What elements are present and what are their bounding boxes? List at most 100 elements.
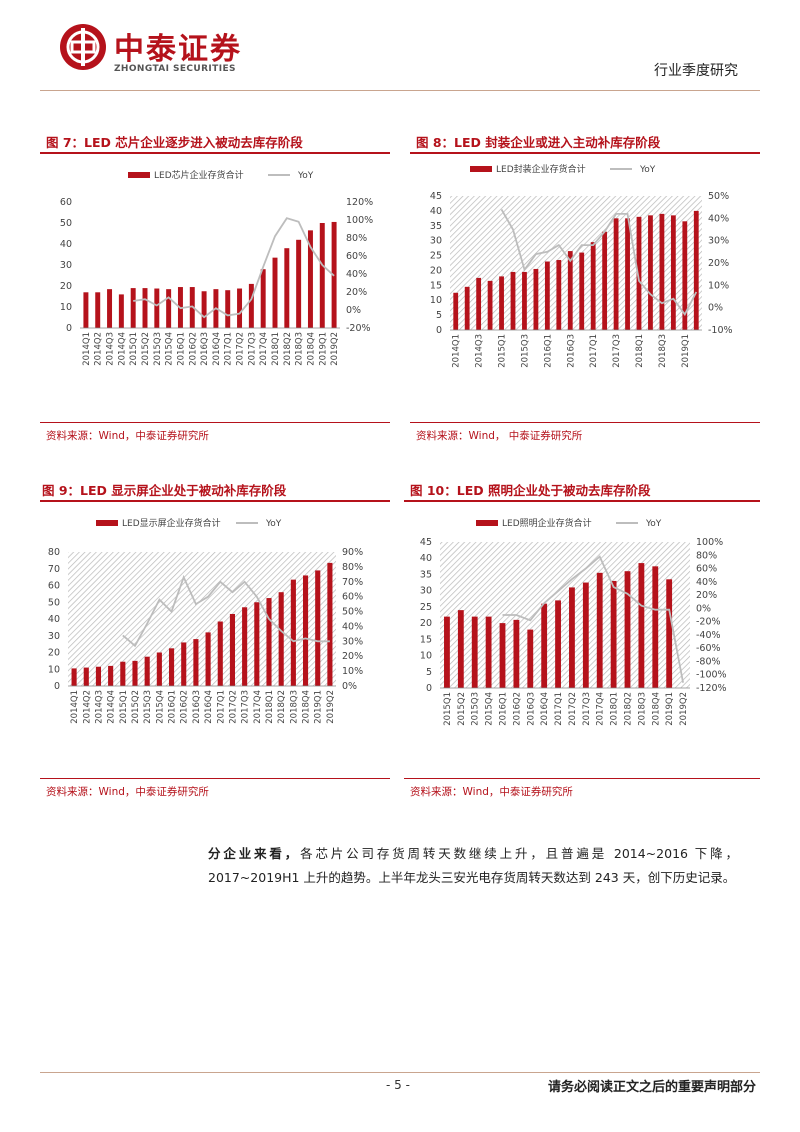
y-tick-label: 5: [426, 667, 432, 678]
y2-tick-label: 0%: [342, 681, 357, 692]
bar: [130, 288, 136, 328]
chart-legend: LED照明企业存货合计 YoY: [476, 517, 662, 529]
bar: [652, 566, 659, 688]
y-tick-label: 20: [48, 648, 60, 659]
plot-area-hatch: [440, 542, 690, 688]
x-tick-label: 2015Q4: [155, 690, 165, 724]
bar: [582, 582, 589, 688]
y2-tick-label: 100%: [696, 537, 723, 548]
x-tick-label: 2015Q2: [141, 332, 151, 366]
x-tick-label: 2019Q2: [679, 692, 689, 726]
source-rule: [410, 422, 760, 423]
y-tick-label: 30: [60, 260, 72, 271]
yoy-line: [500, 208, 698, 317]
x-tick-label: 2017Q4: [596, 692, 606, 726]
bar: [636, 216, 642, 330]
bar: [666, 579, 673, 688]
y-tick-label: 25: [420, 602, 432, 613]
x-tick-label: 2016Q4: [540, 692, 550, 726]
company-logo: 中泰证券 ZHONGTAI SECURITIES: [58, 22, 248, 78]
logo-mark-icon: [60, 24, 106, 70]
x-tick-label: 2017Q1: [589, 334, 599, 368]
bar: [217, 621, 223, 686]
y-tick-label: 45: [420, 537, 432, 548]
logo-subtitle: ZHONGTAI SECURITIES: [114, 64, 236, 74]
chart-legend: LED芯片企业存货合计 YoY: [128, 169, 314, 181]
bar: [284, 248, 290, 328]
bar: [471, 616, 478, 688]
y2-tick-label: 0%: [346, 305, 361, 316]
legend-bar-swatch: [128, 172, 150, 178]
bar: [120, 661, 126, 686]
x-tick-label: 2014Q4: [117, 332, 127, 366]
bar: [260, 269, 266, 328]
figure-source: 资料来源：Wind， 中泰证券研究所: [416, 430, 583, 442]
x-tick-label: 2019Q1: [314, 690, 324, 724]
x-tick-label: 2018Q2: [283, 332, 293, 366]
y-tick-label: 30: [430, 236, 442, 247]
bar: [579, 252, 585, 330]
bar: [590, 242, 596, 330]
y-tick-label: 60: [60, 197, 72, 208]
y-tick-label: 0: [54, 681, 60, 692]
y-tick-label: 15: [430, 280, 442, 291]
figure-source: 资料来源：Wind，中泰证券研究所: [46, 786, 209, 798]
x-tick-label: 2014Q4: [107, 690, 117, 724]
bar: [132, 660, 138, 686]
y2-tick-label: -80%: [696, 656, 721, 667]
source-rule: [404, 778, 760, 779]
x-tick-label: 2016Q2: [180, 690, 190, 724]
footer-divider: [40, 1072, 760, 1073]
bar: [166, 289, 172, 328]
bar: [108, 665, 114, 686]
bar: [181, 642, 187, 686]
y-tick-label: 30: [48, 631, 60, 642]
x-tick-label: 2018Q1: [271, 332, 281, 366]
x-tick-label: 2016Q2: [188, 332, 198, 366]
legend-bar-swatch: [476, 520, 498, 526]
yoy-line: [502, 555, 684, 683]
x-tick-label: 2014Q3: [106, 332, 116, 366]
y2-tick-label: 80%: [696, 550, 717, 561]
legend-line-label: YoY: [297, 171, 314, 181]
title-rule: [404, 500, 760, 502]
y-tick-label: 50: [60, 218, 72, 229]
y-tick-label: 35: [430, 221, 442, 232]
x-tick-label: 2015Q4: [485, 692, 495, 726]
x-tick-label: 2014Q1: [452, 334, 462, 368]
legend-bar-label: LED照明企业存货合计: [502, 517, 592, 529]
x-tick-label: 2015Q4: [165, 332, 175, 366]
y2-tick-label: 0%: [696, 603, 711, 614]
x-tick-label: 2018Q4: [306, 332, 316, 366]
figure-10-panel: 图 10：LED 照明企业处于被动去库存阶段 LED照明企业存货合计 YoY 0 5 1…: [404, 480, 760, 805]
y2-tick-label: 100%: [346, 215, 373, 226]
bar: [278, 592, 284, 686]
figure-9-panel: 图 9：LED 显示屏企业处于被动补库存阶段 LED显示屏企业存货合计 YoY 0 1…: [40, 480, 390, 805]
bar: [154, 288, 160, 328]
y-tick-label: 40: [60, 239, 72, 250]
y2-tick-label: 40%: [696, 577, 717, 588]
bar: [254, 602, 260, 686]
x-tick-label: 2017Q3: [612, 334, 622, 368]
bar: [527, 629, 534, 688]
x-tick-label: 2016Q4: [204, 690, 214, 724]
x-tick-label: 2016Q2: [512, 692, 522, 726]
x-tick-label: 2019Q1: [681, 334, 691, 368]
y2-tick-label: 90%: [342, 547, 363, 558]
page-header: 中泰证券 ZHONGTAI SECURITIES 行业季度研究: [0, 0, 800, 90]
x-tick-label: 2017Q3: [582, 692, 592, 726]
x-tick-label: 2016Q3: [526, 692, 536, 726]
bar: [453, 292, 459, 330]
paragraph-line-2: 2017~2019H1 上升的趋势。上半年龙头三安光电存货周转天数达到 243 …: [208, 870, 736, 885]
x-tick-label: 2017Q3: [241, 690, 251, 724]
x-tick-label: 2019Q1: [665, 692, 675, 726]
bar: [193, 639, 199, 686]
x-tick-label: 2016Q3: [566, 334, 576, 368]
x-tick-label: 2018Q1: [265, 690, 275, 724]
bar: [319, 223, 325, 328]
y-tick-label: 40: [430, 206, 442, 217]
bar: [144, 656, 150, 686]
bar: [499, 276, 504, 330]
y2-tick-label: -60%: [696, 643, 721, 654]
x-tick-label: 2018Q3: [637, 692, 647, 726]
